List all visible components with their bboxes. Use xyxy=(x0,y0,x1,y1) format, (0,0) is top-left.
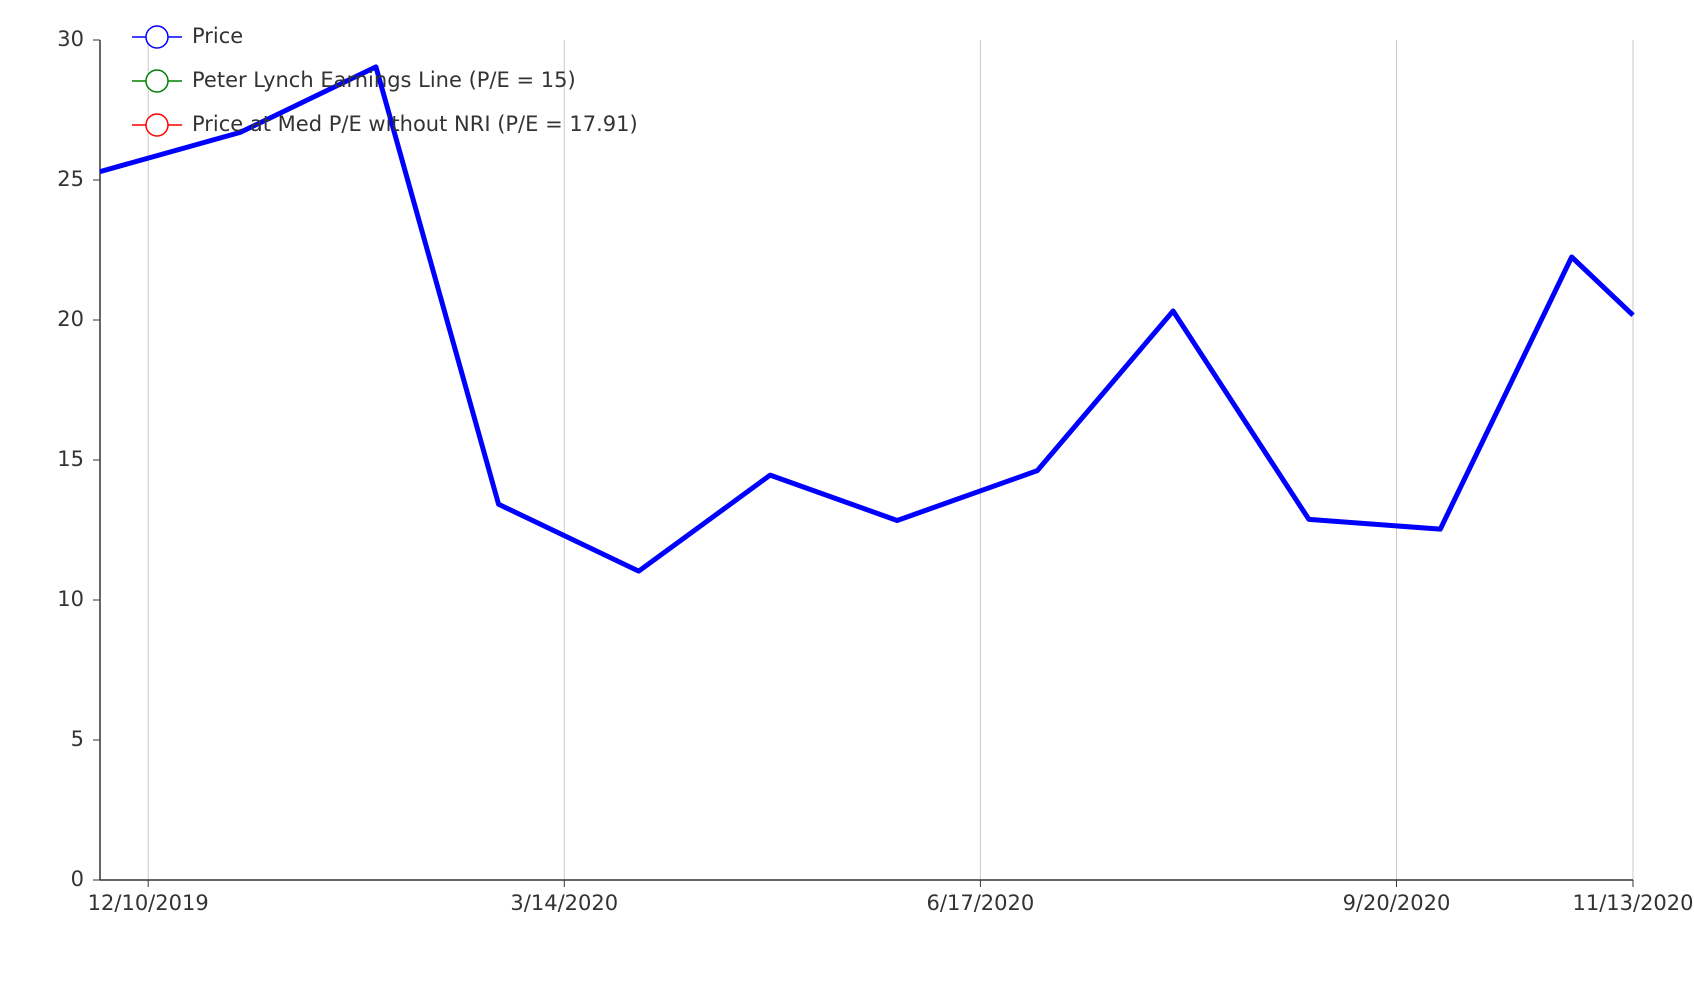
legend-label: Peter Lynch Earnings Line (P/E = 15) xyxy=(192,68,576,92)
y-tick-label: 25 xyxy=(57,167,84,191)
y-tick-label: 15 xyxy=(57,447,84,471)
x-tick-label: 6/17/2020 xyxy=(927,891,1035,915)
x-tick-label: 9/20/2020 xyxy=(1343,891,1451,915)
x-tick-label: 12/10/2019 xyxy=(88,891,209,915)
y-tick-label: 20 xyxy=(57,307,84,331)
x-tick-label: 11/13/2020 xyxy=(1572,891,1693,915)
x-tick-label: 3/14/2020 xyxy=(510,891,618,915)
y-tick-label: 0 xyxy=(71,867,84,891)
legend-label: Price at Med P/E without NRI (P/E = 17.9… xyxy=(192,112,638,136)
legend-marker xyxy=(145,69,169,93)
legend-marker xyxy=(145,113,169,137)
y-tick-label: 10 xyxy=(57,587,84,611)
y-tick-label: 5 xyxy=(71,727,84,751)
line-series xyxy=(99,64,1635,574)
legend-label: Price xyxy=(192,24,243,48)
y-tick-label: 30 xyxy=(57,27,84,51)
legend-marker xyxy=(145,25,169,49)
